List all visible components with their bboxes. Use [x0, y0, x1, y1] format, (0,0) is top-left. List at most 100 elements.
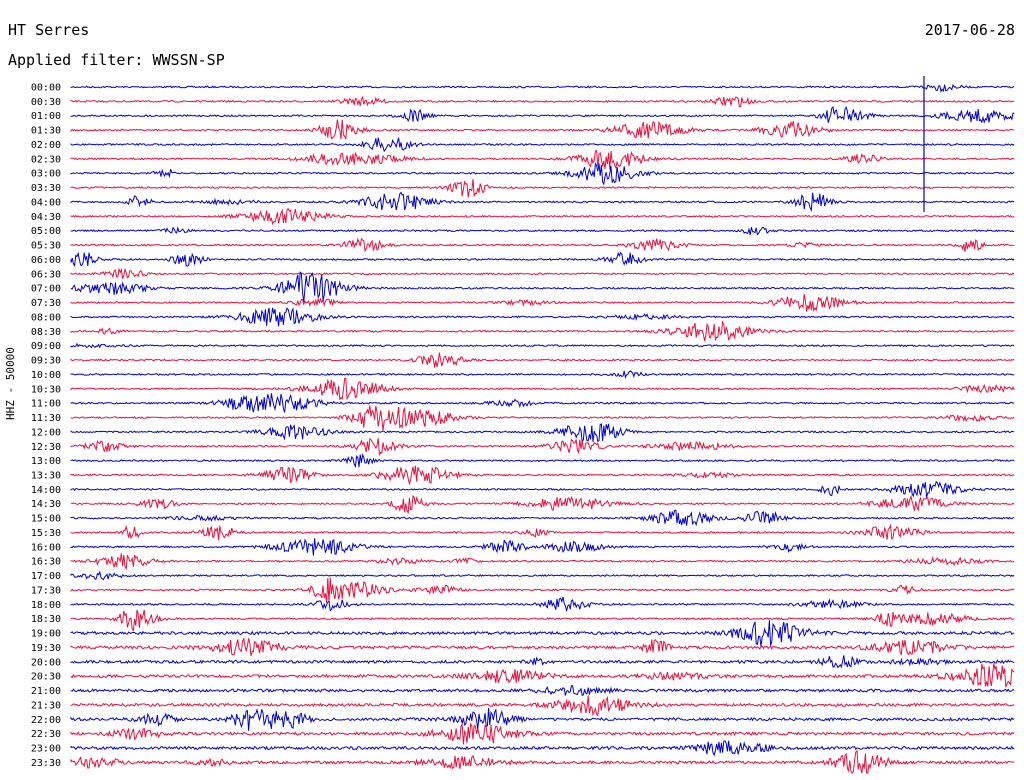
- trace-line: [70, 453, 1015, 469]
- trace-line: [70, 105, 1015, 124]
- trace-line: [70, 405, 1015, 431]
- trace-line: [70, 685, 1015, 697]
- filter-label: Applied filter: WWSSN-SP: [8, 51, 225, 69]
- row-time-label: 01:30: [31, 126, 61, 137]
- row-time-label: 21:00: [31, 686, 61, 697]
- trace-line: [70, 267, 1015, 279]
- trace-line: [70, 370, 1015, 380]
- row-time-label: 20:00: [31, 657, 61, 668]
- row-time-label: 19:30: [31, 643, 61, 654]
- trace-line: [70, 570, 1015, 581]
- trace-line: [70, 207, 1015, 226]
- row-time-label: 08:00: [31, 312, 61, 323]
- row-time-label: 02:00: [31, 140, 61, 151]
- trace-line: [70, 352, 1015, 368]
- row-time-label: 23:00: [31, 744, 61, 755]
- row-time-label: 06:30: [31, 269, 61, 280]
- row-time-label: 13:30: [31, 470, 61, 481]
- trace-line: [70, 320, 1015, 342]
- station-title: HT Serres: [8, 21, 90, 39]
- trace-line: [70, 342, 1015, 349]
- row-time-label: 10:30: [31, 384, 61, 395]
- row-time-label: 19:00: [31, 629, 61, 640]
- row-time-label: 12:00: [31, 427, 61, 438]
- trace-line: [70, 494, 1015, 515]
- row-time-label: 03:30: [31, 183, 61, 194]
- trace-line: [70, 577, 1015, 603]
- row-time-label: 20:30: [31, 672, 61, 683]
- row-time-label: 18:00: [31, 600, 61, 611]
- row-time-label: 18:30: [31, 614, 61, 625]
- trace-line: [70, 695, 1015, 717]
- row-time-label: 12:30: [31, 442, 61, 453]
- trace-line: [70, 596, 1015, 612]
- trace-line: [70, 150, 1015, 170]
- trace-line: [70, 226, 1015, 236]
- trace-line: [70, 179, 1015, 198]
- trace-line: [70, 509, 1015, 527]
- row-time-label: 06:00: [31, 255, 61, 266]
- trace-line: [70, 191, 1015, 212]
- row-time-label: 05:30: [31, 241, 61, 252]
- trace-line: [70, 465, 1015, 486]
- trace-line: [70, 437, 1015, 457]
- trace-line: [70, 740, 1015, 757]
- trace-line: [70, 251, 1015, 268]
- row-time-label: 07:00: [31, 284, 61, 295]
- row-time-label: 14:00: [31, 485, 61, 496]
- row-time-label: 01:00: [31, 111, 61, 122]
- row-time-label: 11:30: [31, 413, 61, 424]
- trace-line: [70, 749, 1015, 774]
- trace-line: [70, 237, 1015, 253]
- trace-line: [70, 480, 1015, 498]
- trace-line: [70, 95, 1015, 108]
- row-time-label: 02:30: [31, 154, 61, 165]
- row-time-label: 09:00: [31, 341, 61, 352]
- trace-line: [70, 655, 1015, 669]
- row-time-label: 17:00: [31, 571, 61, 582]
- trace-line: [70, 307, 1015, 327]
- trace-line: [70, 620, 1015, 647]
- row-time-label: 03:00: [31, 169, 61, 180]
- trace-line: [70, 271, 1015, 302]
- trace-line: [70, 553, 1015, 571]
- row-time-label: 13:00: [31, 456, 61, 467]
- row-time-label: 07:30: [31, 298, 61, 309]
- trace-line: [70, 294, 1015, 313]
- trace-line: [70, 83, 1015, 93]
- row-time-label: 16:30: [31, 557, 61, 568]
- trace-line: [70, 119, 1015, 140]
- row-time-label: 22:00: [31, 715, 61, 726]
- row-time-label: 14:30: [31, 499, 61, 510]
- row-time-label: 00:00: [31, 83, 61, 94]
- trace-line: [70, 523, 1015, 541]
- date-label: 2017-06-28: [924, 21, 1015, 39]
- row-time-label: 16:00: [31, 542, 61, 553]
- trace-line: [70, 609, 1015, 632]
- trace-line: [70, 393, 1015, 413]
- row-time-label: 22:30: [31, 729, 61, 740]
- trace-line: [70, 137, 1015, 153]
- row-time-label: 09:30: [31, 356, 61, 367]
- trace-line: [70, 721, 1015, 745]
- row-time-label: 11:00: [31, 399, 61, 410]
- trace-line: [70, 637, 1015, 657]
- trace-line: [70, 707, 1015, 731]
- trace-line: [70, 663, 1015, 688]
- trace-line: [70, 377, 1015, 401]
- row-time-label: 00:30: [31, 97, 61, 108]
- trace-line: [70, 423, 1015, 444]
- row-time-label: 15:00: [31, 514, 61, 525]
- row-time-label: 21:30: [31, 700, 61, 711]
- trace-line: [70, 162, 1015, 186]
- row-time-label: 05:00: [31, 226, 61, 237]
- row-time-label: 10:00: [31, 370, 61, 381]
- row-time-label: 04:30: [31, 212, 61, 223]
- trace-line: [70, 538, 1015, 556]
- row-time-label: 15:30: [31, 528, 61, 539]
- row-time-label: 04:00: [31, 197, 61, 208]
- row-time-label: 23:30: [31, 758, 61, 769]
- row-time-label: 08:30: [31, 327, 61, 338]
- row-time-label: 17:30: [31, 585, 61, 596]
